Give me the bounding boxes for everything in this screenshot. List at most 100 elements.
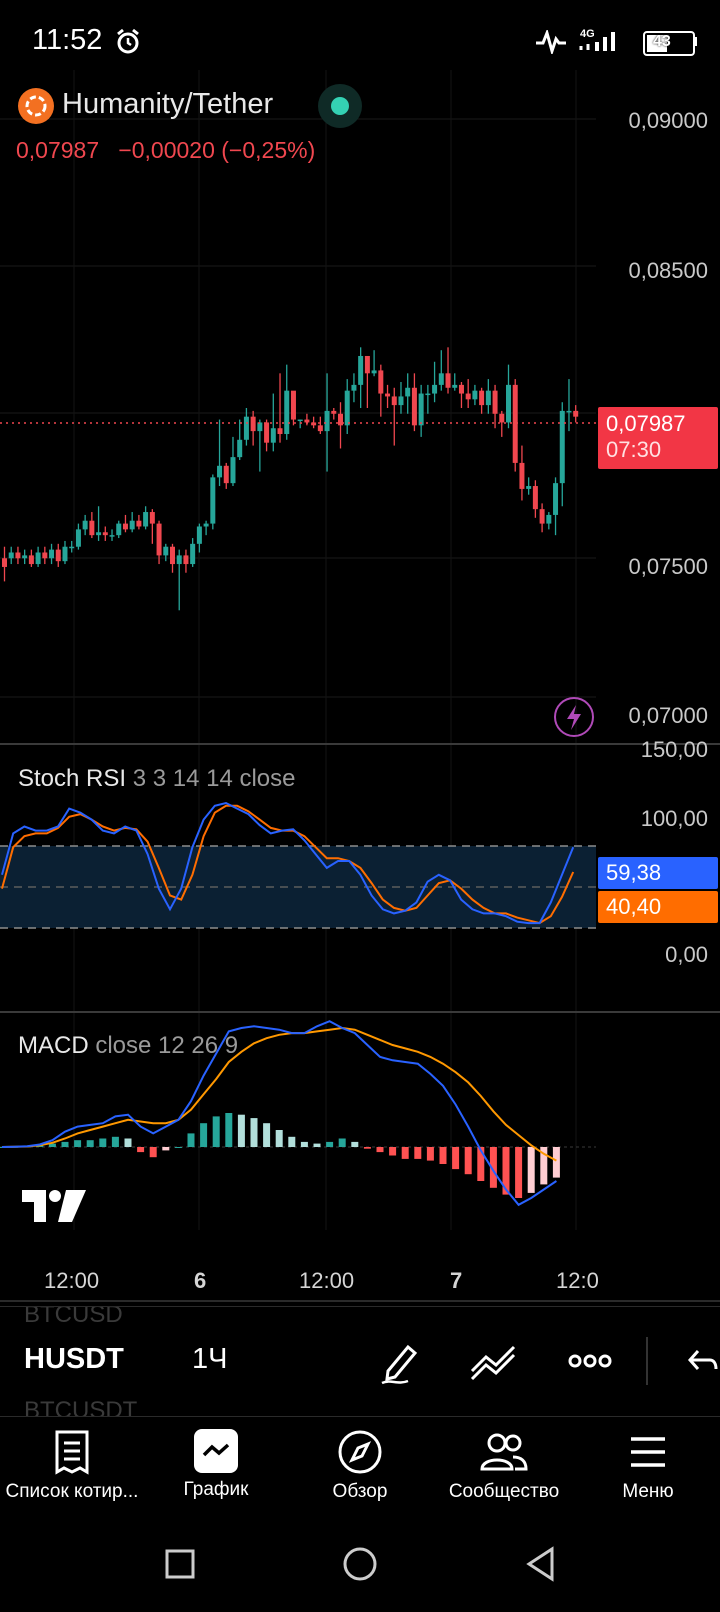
- candle: [196, 526, 202, 544]
- macd-histogram-bar: [187, 1133, 195, 1147]
- recent-apps-icon[interactable]: [164, 1548, 196, 1580]
- macd-histogram-bar: [86, 1140, 94, 1147]
- candle: [250, 416, 256, 432]
- candle: [526, 486, 532, 489]
- candle: [378, 370, 384, 394]
- candle: [230, 457, 236, 484]
- time-label: 12:0: [556, 1268, 599, 1293]
- stoch-axis-label: 150,00: [640, 737, 708, 762]
- macd-histogram-bar: [401, 1147, 409, 1159]
- quote-line: 0,07987 −0,00020 (−0,25%): [16, 137, 315, 164]
- candle: [351, 384, 357, 391]
- price-label: 0,09000: [628, 108, 708, 133]
- candle: [539, 509, 545, 524]
- candle: [136, 520, 142, 527]
- macd-legend[interactable]: MACD close 12 26 9: [18, 1032, 238, 1060]
- candle: [203, 523, 209, 527]
- network-type: 4G: [580, 28, 595, 40]
- current-price-value: 0,07987: [606, 411, 686, 436]
- macd-histogram-bar: [99, 1138, 107, 1147]
- candle: [290, 390, 296, 420]
- candle: [96, 532, 102, 536]
- macd-title: MACD: [18, 1032, 89, 1059]
- macd-histogram-bar: [250, 1118, 258, 1147]
- macd-histogram-bar: [48, 1143, 56, 1147]
- candle: [69, 546, 75, 549]
- signal-icon: [579, 32, 615, 51]
- macd-histogram-bar: [61, 1141, 69, 1147]
- candle: [176, 555, 182, 565]
- chart-icon: [194, 1429, 238, 1473]
- stoch-k-line: [1, 801, 575, 925]
- candle: [223, 465, 229, 484]
- candle: [129, 520, 135, 530]
- tab-community[interactable]: Сообщество: [432, 1429, 576, 1503]
- tab-overview[interactable]: Обзор: [288, 1429, 432, 1503]
- indicators-icon[interactable]: [470, 1343, 518, 1383]
- macd-histogram-bar: [275, 1130, 283, 1147]
- symbol-title[interactable]: Humanity/Tether: [62, 88, 274, 120]
- macd-histogram-bar: [552, 1147, 560, 1178]
- lightning-icon[interactable]: [554, 697, 594, 737]
- tab-label: Список котир...: [5, 1481, 139, 1502]
- candle: [257, 422, 263, 432]
- draw-pen-icon[interactable]: [378, 1341, 422, 1385]
- list-icon: [55, 1430, 89, 1475]
- tab-chart[interactable]: График: [144, 1429, 288, 1501]
- home-icon[interactable]: [342, 1546, 378, 1582]
- time-label: 7: [450, 1268, 463, 1293]
- symbol-ghost-next[interactable]: BTCUSDT: [24, 1397, 138, 1417]
- macd-line: [1, 1020, 557, 1207]
- macd-histogram-bar: [452, 1147, 460, 1170]
- symbol-selector[interactable]: HUSDT: [24, 1343, 124, 1375]
- tab-watchlist[interactable]: Список котир...: [0, 1429, 144, 1503]
- candle: [2, 558, 7, 567]
- candle: [411, 387, 417, 426]
- system-nav-bar: [0, 1526, 720, 1612]
- candlestick-series: [2, 347, 579, 611]
- price-change: −0,00020 (−0,25%): [118, 137, 316, 163]
- macd-histogram-bar: [414, 1147, 422, 1159]
- macd-histogram-bar: [237, 1114, 245, 1147]
- more-options-icon[interactable]: [568, 1353, 612, 1369]
- candle: [102, 532, 108, 536]
- candle: [364, 355, 370, 374]
- back-icon[interactable]: [524, 1546, 558, 1582]
- candle: [405, 387, 411, 397]
- candle: [42, 552, 48, 559]
- undo-icon[interactable]: [686, 1347, 718, 1377]
- candle: [358, 355, 364, 385]
- chart-area[interactable]: [0, 70, 720, 1320]
- status-bar: 11:52 4G 43: [0, 0, 720, 84]
- macd-histogram-bar: [363, 1147, 371, 1149]
- candle: [143, 512, 149, 527]
- tab-label: Меню: [622, 1481, 674, 1502]
- tradingview-logo: [22, 1190, 86, 1222]
- symbol-ghost-prev[interactable]: BTCUSD: [24, 1306, 123, 1328]
- toolbar-separator: [646, 1337, 648, 1385]
- interval-selector[interactable]: 1Ч: [192, 1343, 228, 1375]
- status-time: 11:52: [32, 24, 103, 56]
- macd-histogram-bar: [489, 1147, 497, 1188]
- candle: [331, 410, 337, 414]
- candle: [264, 422, 270, 443]
- stoch-axis-label: 0,00: [665, 942, 708, 967]
- tab-menu[interactable]: Меню: [576, 1429, 720, 1503]
- alarm-icon: [117, 28, 139, 54]
- candle: [438, 373, 444, 385]
- candle: [479, 390, 485, 406]
- macd-histogram-bar: [376, 1147, 384, 1153]
- candle: [338, 413, 343, 426]
- candle: [55, 549, 61, 562]
- candle: [243, 416, 249, 440]
- stoch-rsi-params: 3 3 14 14 close: [132, 765, 296, 792]
- candle: [317, 425, 323, 432]
- stoch-rsi-legend[interactable]: Stoch RSI 3 3 14 14 close: [18, 765, 296, 793]
- candle: [183, 555, 189, 565]
- candle: [418, 393, 424, 426]
- candle: [170, 546, 175, 565]
- candle: [512, 384, 518, 463]
- macd-histogram-bar: [288, 1136, 296, 1147]
- candle: [499, 413, 505, 423]
- market-status-icon[interactable]: [318, 84, 362, 128]
